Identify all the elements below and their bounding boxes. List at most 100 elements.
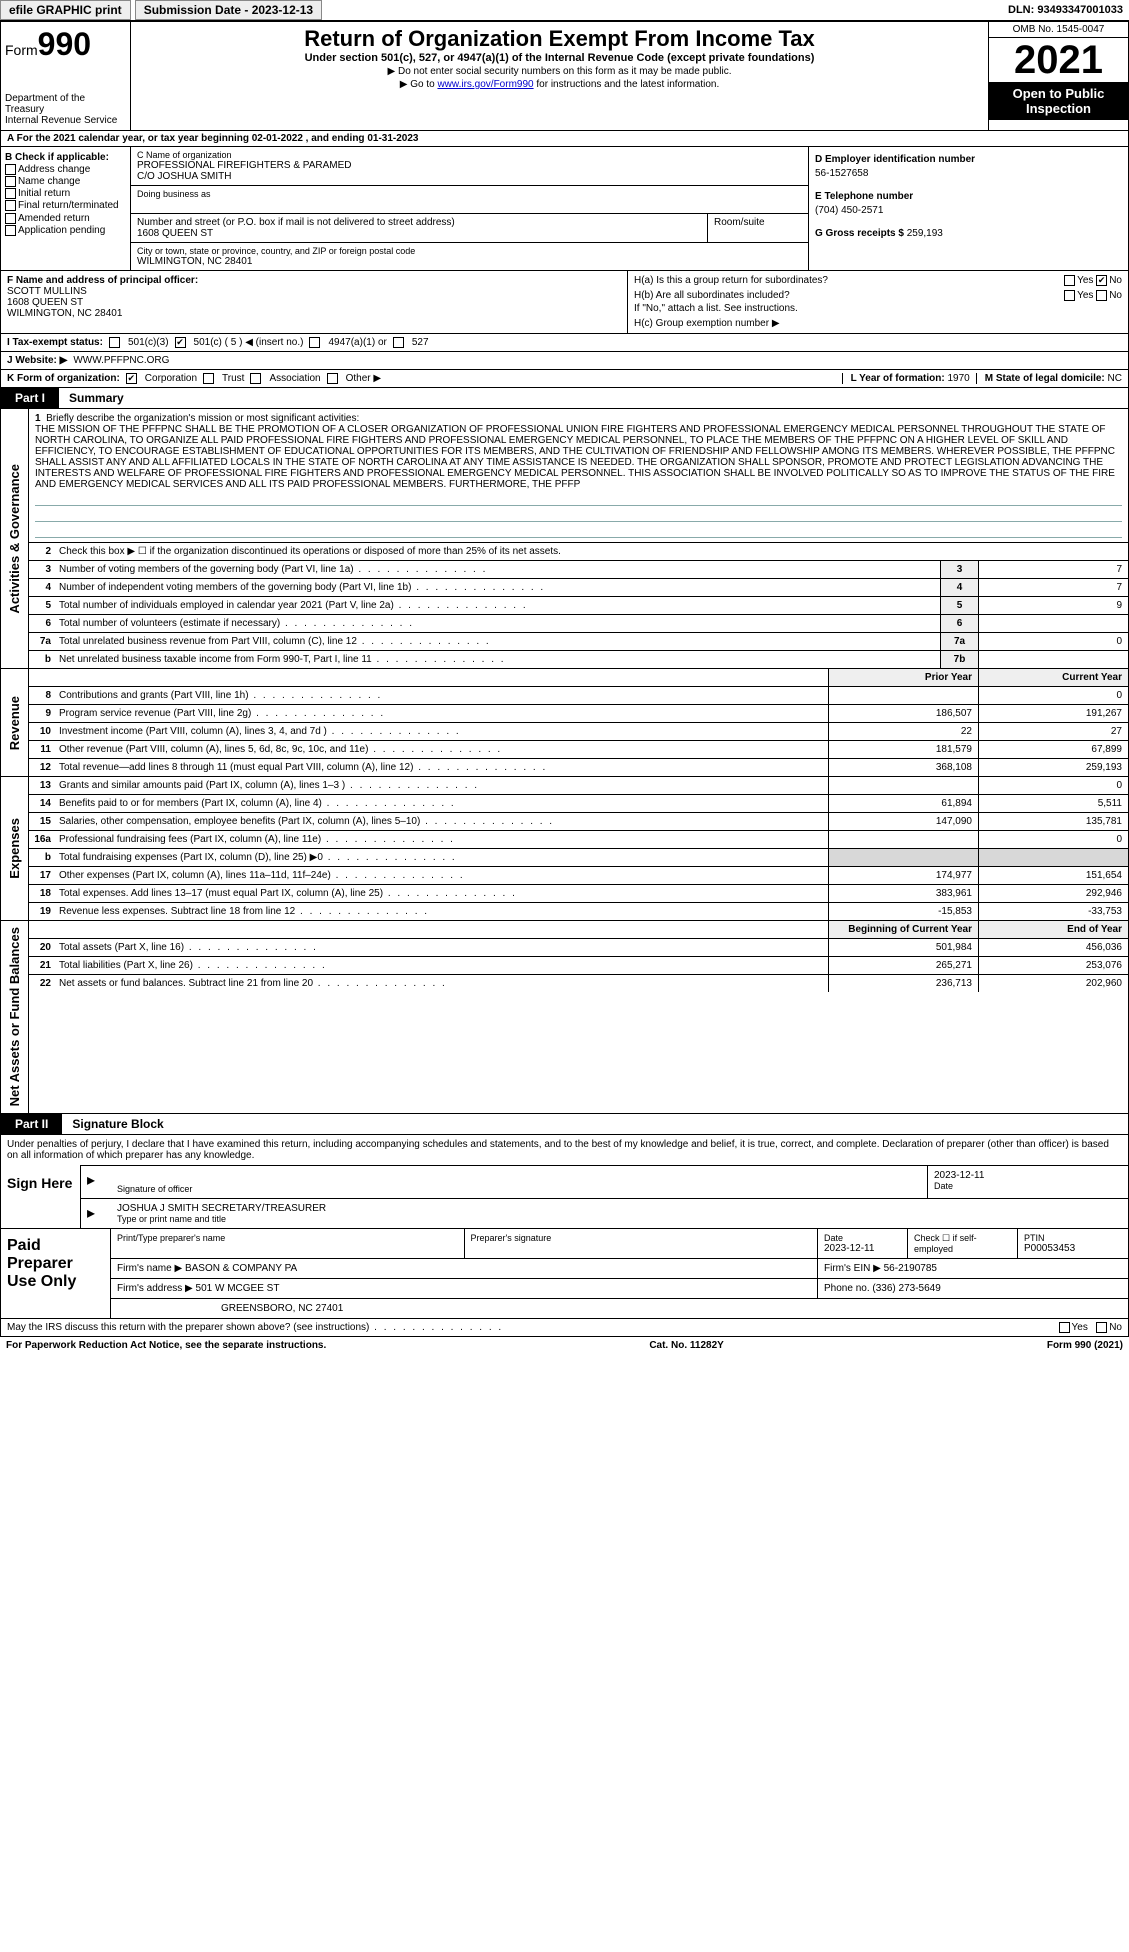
curr-val: 27 [978, 723, 1128, 740]
row-val: 9 [978, 597, 1128, 614]
prior-val: 22 [828, 723, 978, 740]
chk-ha-yes[interactable] [1064, 275, 1075, 286]
row-desc: Total assets (Part X, line 16) [55, 939, 828, 956]
opt-other: Other ▶ [346, 373, 381, 384]
beg-year-hdr: Beginning of Current Year [828, 921, 978, 938]
row-num: 12 [29, 759, 55, 776]
line-k-form-org: K Form of organization: Corporation Trus… [0, 370, 1129, 388]
row-box: 7a [940, 633, 978, 650]
prior-val: -15,853 [828, 903, 978, 920]
row-num: 2 [29, 543, 55, 560]
hc-label: H(c) Group exemption number ▶ [634, 318, 1122, 329]
prep-date-value: 2023-12-11 [824, 1243, 901, 1254]
data-row: 16aProfessional fundraising fees (Part I… [29, 831, 1128, 849]
data-row: 21Total liabilities (Part X, line 26)265… [29, 957, 1128, 975]
chk-501c3[interactable] [109, 337, 120, 348]
part-1-tag: Part I [1, 388, 59, 408]
row-box: 7b [940, 651, 978, 668]
curr-val: 5,511 [978, 795, 1128, 812]
prep-sig-label: Preparer's signature [471, 1233, 812, 1243]
curr-val: 202,960 [978, 975, 1128, 992]
chk-app-pending[interactable] [5, 225, 16, 236]
line-j-website: J Website: ▶ WWW.PFFPNC.ORG [0, 352, 1129, 370]
col-f-officer: F Name and address of principal officer:… [1, 271, 628, 333]
firm-addr1: 501 W MCGEE ST [196, 1283, 280, 1294]
prior-val: 186,507 [828, 705, 978, 722]
form-number: 990 [38, 26, 91, 62]
year-formation-value: 1970 [947, 373, 969, 384]
row-num: 6 [29, 615, 55, 632]
row-num: 9 [29, 705, 55, 722]
firm-name-value: BASON & COMPANY PA [185, 1263, 297, 1274]
row-a-period: A For the 2021 calendar year, or tax yea… [0, 131, 1129, 147]
row-desc: Total fundraising expenses (Part IX, col… [55, 849, 828, 866]
footer-right: Form 990 (2021) [1047, 1340, 1123, 1351]
chk-hb-no[interactable] [1096, 290, 1107, 301]
prior-val: 174,977 [828, 867, 978, 884]
gov-row: 2Check this box ▶ ☐ if the organization … [29, 543, 1128, 561]
col-c-org-info: C Name of organization PROFESSIONAL FIRE… [131, 147, 808, 270]
row-num: 20 [29, 939, 55, 956]
chk-other[interactable] [327, 373, 338, 384]
data-row: 10Investment income (Part VIII, column (… [29, 723, 1128, 741]
row-desc: Total number of individuals employed in … [55, 597, 940, 614]
chk-ha-no[interactable] [1096, 275, 1107, 286]
chk-527[interactable] [393, 337, 404, 348]
footer-mid: Cat. No. 11282Y [649, 1340, 723, 1351]
lbl-app-pending: Application pending [18, 225, 105, 236]
chk-discuss-yes[interactable] [1059, 1322, 1070, 1333]
form-header: Form990 Department of the Treasury Inter… [0, 21, 1129, 131]
chk-assoc[interactable] [250, 373, 261, 384]
org-name-label: C Name of organization [137, 150, 802, 160]
footer-left: For Paperwork Reduction Act Notice, see … [6, 1340, 326, 1351]
website-value: WWW.PFFPNC.ORG [73, 355, 169, 366]
domicile-value: NC [1108, 373, 1122, 384]
sig-name-value: JOSHUA J SMITH SECRETARY/TREASURER [117, 1203, 1122, 1214]
gov-row: bNet unrelated business taxable income f… [29, 651, 1128, 668]
chk-initial-return[interactable] [5, 188, 16, 199]
chk-final-return[interactable] [5, 200, 16, 211]
chk-amended[interactable] [5, 213, 16, 224]
section-net-assets: Net Assets or Fund Balances Beginning of… [0, 921, 1129, 1113]
data-row: 9Program service revenue (Part VIII, lin… [29, 705, 1128, 723]
chk-4947[interactable] [309, 337, 320, 348]
part-1-title: Summary [59, 388, 134, 408]
city-label: City or town, state or province, country… [137, 246, 802, 256]
curr-val: 191,267 [978, 705, 1128, 722]
col-h-group: H(a) Is this a group return for subordin… [628, 271, 1128, 333]
prior-val: 61,894 [828, 795, 978, 812]
declaration-text: Under penalties of perjury, I declare th… [1, 1135, 1128, 1165]
row-num: 11 [29, 741, 55, 758]
chk-501c[interactable] [175, 337, 186, 348]
current-year-hdr: Current Year [978, 669, 1128, 686]
data-row: 22Net assets or fund balances. Subtract … [29, 975, 1128, 992]
prior-val [828, 687, 978, 704]
form-subtitle: Under section 501(c), 527, or 4947(a)(1)… [137, 52, 982, 64]
submission-date-button[interactable]: Submission Date - 2023-12-13 [135, 0, 322, 20]
chk-hb-yes[interactable] [1064, 290, 1075, 301]
row-desc: Benefits paid to or for members (Part IX… [55, 795, 828, 812]
chk-discuss-no[interactable] [1096, 1322, 1107, 1333]
curr-val: 456,036 [978, 939, 1128, 956]
room-label: Room/suite [714, 217, 802, 228]
gov-row: 3Number of voting members of the governi… [29, 561, 1128, 579]
row-val: 7 [978, 561, 1128, 578]
row-num: 14 [29, 795, 55, 812]
chk-address-change[interactable] [5, 164, 16, 175]
row-desc: Net unrelated business taxable income fr… [55, 651, 940, 668]
dba-label: Doing business as [137, 189, 802, 199]
sign-here-label: Sign Here [1, 1165, 81, 1228]
irs-link[interactable]: www.irs.gov/Form990 [437, 79, 533, 90]
hb-no: No [1109, 290, 1122, 301]
row-num: 22 [29, 975, 55, 992]
chk-name-change[interactable] [5, 176, 16, 187]
chk-corp[interactable] [126, 373, 137, 384]
end-year-hdr: End of Year [978, 921, 1128, 938]
firm-addr-label: Firm's address ▶ [117, 1283, 193, 1294]
row-val [978, 615, 1128, 632]
opt-4947: 4947(a)(1) or [328, 337, 386, 348]
efile-print-button[interactable]: efile GRAPHIC print [0, 0, 131, 20]
chk-trust[interactable] [203, 373, 214, 384]
part-2-tag: Part II [1, 1114, 62, 1134]
line-i-tax-status: I Tax-exempt status: 501(c)(3) 501(c) ( … [0, 334, 1129, 352]
